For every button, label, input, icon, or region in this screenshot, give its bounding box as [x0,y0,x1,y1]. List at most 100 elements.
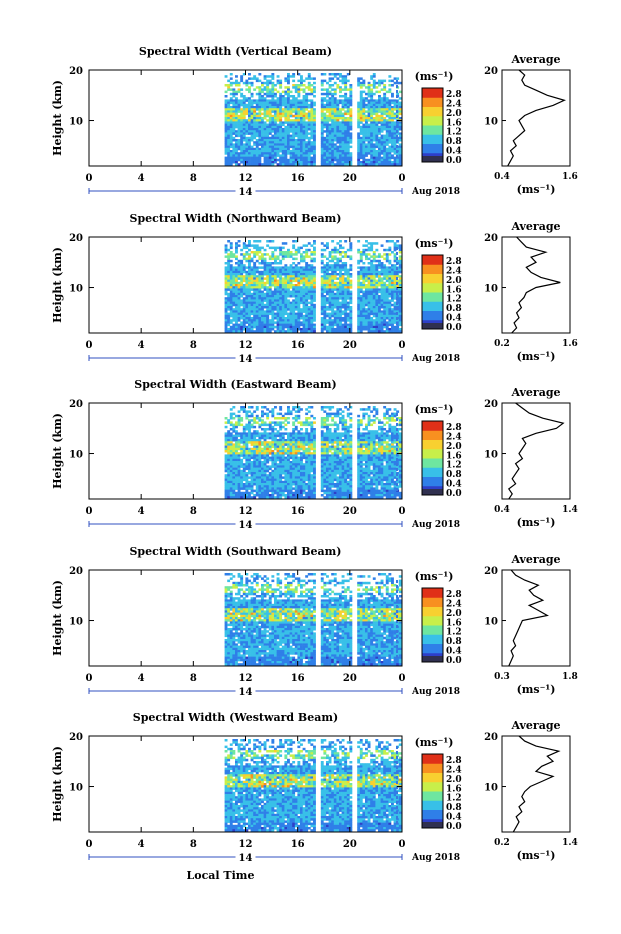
heatmap-cell [300,330,303,333]
panel-title: Spectral Width (Eastward Beam) [134,378,336,391]
heatmap-cell [334,251,337,254]
heatmap-cell [386,304,389,307]
heatmap-cell [339,310,342,313]
heatmap-cell [373,282,376,285]
heatmap-cell [238,415,241,418]
heatmap-cell [303,128,306,131]
heatmap-cell [292,271,295,274]
heatmap-cell [287,249,290,252]
heatmap-cell [264,97,267,100]
heatmap-cell [245,446,248,449]
heatmap-cell [292,163,295,166]
heatmap-cell [261,432,264,435]
heatmap-cell [339,277,342,280]
heatmap-cell [232,454,235,457]
heatmap-cell [235,306,238,309]
heatmap-cell [381,282,384,285]
heatmap-cell [297,135,300,138]
heatmap-cell [378,80,381,83]
colorbar-segment [422,311,443,321]
heatmap-cell [381,269,384,272]
heatmap-cell [339,324,342,327]
heatmap-cell [297,317,300,320]
heatmap-cell [329,161,332,164]
heatmap-cell [297,306,300,309]
heatmap-cell [378,121,381,124]
heatmap-cell [295,146,298,149]
heatmap-cell [365,126,368,129]
heatmap-cell [261,310,264,313]
heatmap-cell [370,99,373,102]
heatmap-cell [399,324,402,327]
heatmap-cell [300,77,303,80]
heatmap-cell [313,280,316,283]
heatmap-cell [290,126,293,129]
heatmap-cell [386,297,389,300]
heatmap-cell [323,93,326,96]
heatmap-cell [238,293,241,296]
heatmap-cell [287,119,290,122]
heatmap-cell [326,319,329,322]
heatmap-cell [313,273,316,276]
heatmap-cell [261,448,264,451]
heatmap-cell [274,146,277,149]
heatmap-cell [381,152,384,155]
heatmap-cell [235,452,238,455]
heatmap-cell [248,424,251,427]
heatmap-cell [321,146,324,149]
heatmap-cell [375,273,378,276]
heatmap-cell [266,154,269,157]
heatmap-cell [253,77,256,80]
heatmap-cell [266,264,269,267]
heatmap-cell [256,86,259,89]
heatmap-cell [342,317,345,320]
heatmap-cell [378,277,381,280]
heatmap-cell [235,454,238,457]
heatmap-cell [251,130,254,133]
heatmap-cell [308,315,311,318]
heatmap-cell [323,288,326,291]
heatmap-cell [326,126,329,129]
heatmap-cell [269,288,272,291]
heatmap-cell [362,271,365,274]
heatmap-cell [344,117,347,120]
heatmap-cell [287,251,290,254]
heatmap-cell [274,139,277,142]
heatmap-cell [342,139,345,142]
heatmap-cell [235,159,238,162]
heatmap-cell [381,159,384,162]
heatmap-cell [256,121,259,124]
average-x-label: (ms⁻¹) [517,183,556,196]
heatmap-cell [269,275,272,278]
heatmap-cell [321,137,324,140]
heatmap-cell [235,326,238,329]
heatmap-cell [248,258,251,261]
heatmap-cell [370,137,373,140]
heatmap-cell [331,143,334,146]
heatmap-cell [227,297,230,300]
heatmap-cell [362,321,365,324]
heatmap-cell [370,297,373,300]
heatmap-cell [238,260,241,263]
heatmap-cell [323,280,326,283]
heatmap-cell [334,135,337,138]
heatmap-cell [331,324,334,327]
heatmap-cell [227,277,230,280]
heatmap-cell [368,126,371,129]
heatmap-cell [277,275,280,278]
heatmap-cell [300,84,303,87]
heatmap-cell [243,468,246,471]
heatmap-cell [230,73,233,76]
heatmap-cell [297,319,300,322]
heatmap-cell [368,304,371,307]
heatmap-cell [336,130,339,133]
heatmap-cell [321,284,324,287]
heatmap-cell [251,146,254,149]
heatmap-cell [277,317,280,320]
heatmap-cell [271,110,274,113]
heatmap-cell [264,86,267,89]
heatmap-cell [297,132,300,135]
heatmap-cell [225,108,228,111]
heatmap-cell [264,143,267,146]
heatmap-cell [347,328,350,331]
